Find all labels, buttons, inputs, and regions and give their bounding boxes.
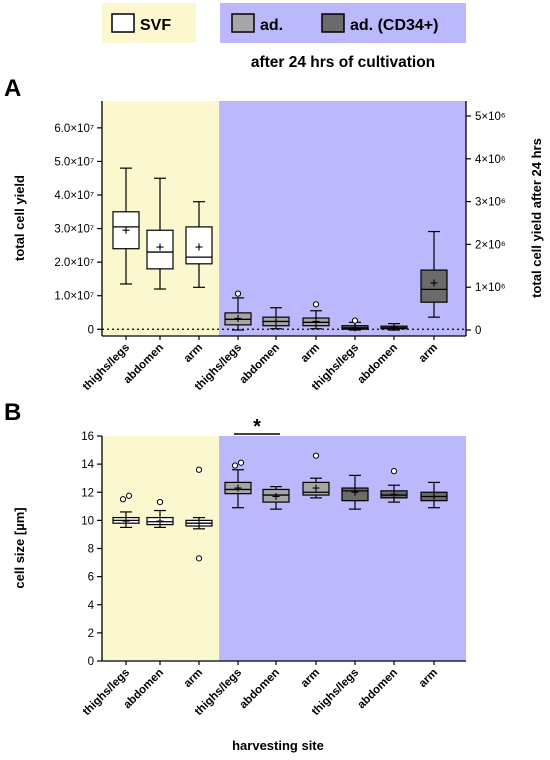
y-tick-label-left: 14 [81,459,94,471]
panel-b-xlabel: harvesting site [232,738,324,753]
y-tick-label-left: 2.0×10⁷ [54,257,94,269]
panel-a-ylabel-right: total cell yield after 24 hrs [529,138,544,298]
box-svf-thighs-legs [112,167,140,285]
y-tick-label-left: 1.0×10⁷ [54,291,94,303]
outlier-point [234,290,242,297]
outlier-point [156,498,164,506]
x-tick-label: thighs/legs [81,667,132,718]
legend-ad-swatch [231,13,255,33]
y-tick-label-left: 0 [88,656,94,668]
y-tick-label-right: 3×10⁶ [475,197,506,209]
box-ad-cd34--abdomen [380,322,408,331]
panel-a-chart: 0 1.0×10⁷ 2.0×10⁷ 3.0×10⁷ 4.0×10⁷ 5.0×10⁷ 6.0×… [54,101,506,393]
panel-a-label: A [4,75,21,102]
box-ad--arm [302,301,330,330]
box-ad-cd34--thighs-legs [341,474,369,510]
box-svf-abdomen [146,498,174,529]
outlier-point [351,317,359,324]
outlier-point [390,468,398,475]
box-ad--abdomen [262,307,290,330]
outlier-point [237,459,245,466]
panel-a-ylabel-left: total cell yield [12,175,27,261]
legend-ad-label: ad. [260,17,283,34]
box-ad--thighs-legs [224,459,252,509]
y-tick-label-left: 12 [81,487,94,499]
x-tick-label: abdomen [237,342,282,387]
legend-svf-label: SVF [140,17,171,34]
outlier-point [125,492,133,499]
panel-b-ylabel: cell size [µm] [12,507,27,588]
box-svf-arm [185,201,213,288]
box-ad--abdomen [262,486,290,510]
box-ad-cd34--thighs-legs [341,317,369,332]
outlier-point [312,452,320,459]
x-tick-label: arm [182,342,205,365]
y-tick-label-left: 3.0×10⁷ [54,224,94,236]
y-tick-label-right: 4×10⁶ [475,154,506,166]
x-tick-label: arm [299,342,322,365]
box-iqr [112,211,140,250]
legend-ad-cd34-label: ad. (CD34+) [350,17,438,34]
y-tick-label-left: 2 [88,628,94,640]
outlier-point [312,301,320,308]
x-tick-label: arm [417,667,440,690]
x-tick-label: abdomen [355,342,400,387]
y-tick-label-left: 4.0×10⁷ [54,190,94,202]
box-ad--arm [302,452,330,499]
y-tick-label-right: 5×10⁶ [475,111,506,123]
y-tick-label-right: 2×10⁶ [475,239,506,251]
legend-subtitle: after 24 hrs of cultivation [251,54,435,71]
box-svf-arm [185,466,213,562]
y-tick-label-left: 8 [88,544,94,556]
y-tick-label-right: 1×10⁶ [475,282,506,294]
box-ad-cd34--arm [420,481,448,509]
x-tick-label: abdomen [237,667,282,712]
svf-background [102,436,219,661]
y-tick-label-left: 6.0×10⁷ [54,123,94,135]
x-tick-label: arm [182,667,205,690]
y-tick-label-left: 10 [81,515,94,527]
y-tick-label-left: 5.0×10⁷ [54,156,94,168]
legend-svf-swatch [111,13,135,33]
box-ad--thighs-legs [224,290,252,331]
x-tick-label: thighs/legs [81,342,132,393]
x-tick-label: abdomen [355,667,400,712]
y-tick-label-left: 6 [88,572,94,584]
x-tick-label: arm [299,667,322,690]
x-tick-label: arm [417,342,440,365]
box-ad-cd34--abdomen [380,468,408,503]
ad-background [219,436,466,661]
box-svf-thighs-legs [112,492,140,529]
y-tick-label-left: 4 [88,600,95,612]
panel-b-label: B [4,399,21,426]
outlier-point [231,462,239,469]
box-ad-cd34--arm [420,230,448,318]
outlier-point [195,555,203,562]
outlier-point [195,466,203,473]
outlier-point [119,496,127,503]
significance-marker: * [253,416,261,438]
y-tick-label-right: 0 [475,325,481,337]
y-tick-label-left: 16 [81,431,94,443]
box-svf-abdomen [146,177,174,290]
y-tick-label-left: 0 [88,324,94,336]
legend-ad-cd34-swatch [321,13,345,33]
